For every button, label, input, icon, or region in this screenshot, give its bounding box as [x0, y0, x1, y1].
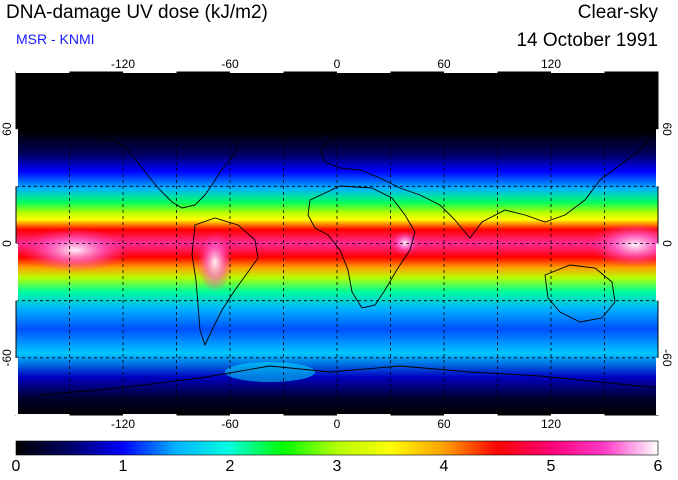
frame-segment: [444, 414, 498, 417]
frame-segment: [15, 243, 18, 301]
longitude-labels-bottom: -120 -60 0 60 120: [111, 417, 561, 431]
map-title: DNA-damage UV dose (kJ/m2): [6, 2, 268, 23]
eurasia-outline: [319, 99, 658, 239]
longitude-tick-label: 120: [541, 57, 561, 71]
north-america-outline: [39, 107, 239, 209]
longitude-labels-top: -120 -60 0 60 120: [111, 57, 561, 71]
longitude-tick-label: -120: [111, 417, 135, 431]
coastlines: [39, 97, 658, 396]
frame-ticks: [15, 70, 659, 417]
longitude-tick-label: -60: [221, 417, 239, 431]
frame-segment: [15, 129, 18, 187]
latitude-tick-label: 60: [660, 122, 674, 136]
frame-segment: [551, 70, 605, 73]
longitude-tick-label: 0: [334, 417, 341, 431]
frame-segment: [337, 70, 391, 73]
frame-segment: [444, 70, 498, 73]
south-america-outline: [191, 217, 259, 347]
greenland-outline: [261, 97, 313, 139]
latitude-labels-right: 60 0 -60: [660, 122, 674, 366]
colorbar: [15, 440, 659, 456]
africa-outline: [307, 185, 416, 309]
latitude-tick-label: 0: [0, 240, 14, 247]
colorbar-tick-label: 1: [118, 458, 128, 475]
graticule: [16, 72, 658, 415]
frame-segment: [16, 70, 70, 73]
colorbar-tick-label: 4: [439, 458, 449, 475]
date-label: 14 October 1991: [516, 30, 658, 51]
frame-segment: [656, 243, 659, 301]
frame-segment: [16, 414, 70, 417]
frame-segment: [123, 414, 177, 417]
antarctic-coast-band: [225, 362, 315, 382]
latitude-tick-label: 0: [660, 240, 674, 247]
frame-segment: [230, 70, 284, 73]
latitude-tick-label: 60: [0, 122, 14, 136]
hotspot-west-pacific: [590, 223, 658, 267]
frame-segment: [15, 357, 18, 415]
sky-condition-label: Clear-sky: [577, 2, 658, 23]
frame-segment: [230, 414, 284, 417]
frame-segment: [551, 414, 605, 417]
frame-segment: [123, 70, 177, 73]
frame-segment: [337, 414, 391, 417]
latitude-tick-label: -60: [660, 349, 674, 367]
frame-segment: [656, 129, 659, 187]
longitude-tick-label: 120: [541, 417, 561, 431]
hotspot-east-africa: [391, 231, 419, 255]
colorbar-tick-label: 6: [653, 458, 663, 475]
colorbar-tick-label: 3: [332, 458, 342, 475]
hotspot-andes: [197, 232, 233, 292]
frame-segment: [656, 357, 659, 415]
longitude-tick-label: -120: [111, 57, 135, 71]
latitude-labels-left: 60 0 -60: [0, 122, 14, 366]
longitude-tick-label: -60: [221, 57, 239, 71]
hotspot-pacific: [20, 228, 130, 272]
australia-outline: [544, 264, 616, 323]
longitude-tick-label: 60: [437, 57, 451, 71]
colorbar-tick-label: 0: [11, 458, 21, 475]
colorbar-tick-label: 2: [225, 458, 235, 475]
latitude-tick-label: -60: [0, 349, 14, 367]
longitude-tick-label: 60: [437, 417, 451, 431]
source-label: MSR - KNMI: [16, 31, 95, 47]
longitude-tick-label: 0: [334, 57, 341, 71]
antarctica-outline: [39, 365, 658, 396]
colorbar-tick-label: 5: [546, 458, 556, 475]
